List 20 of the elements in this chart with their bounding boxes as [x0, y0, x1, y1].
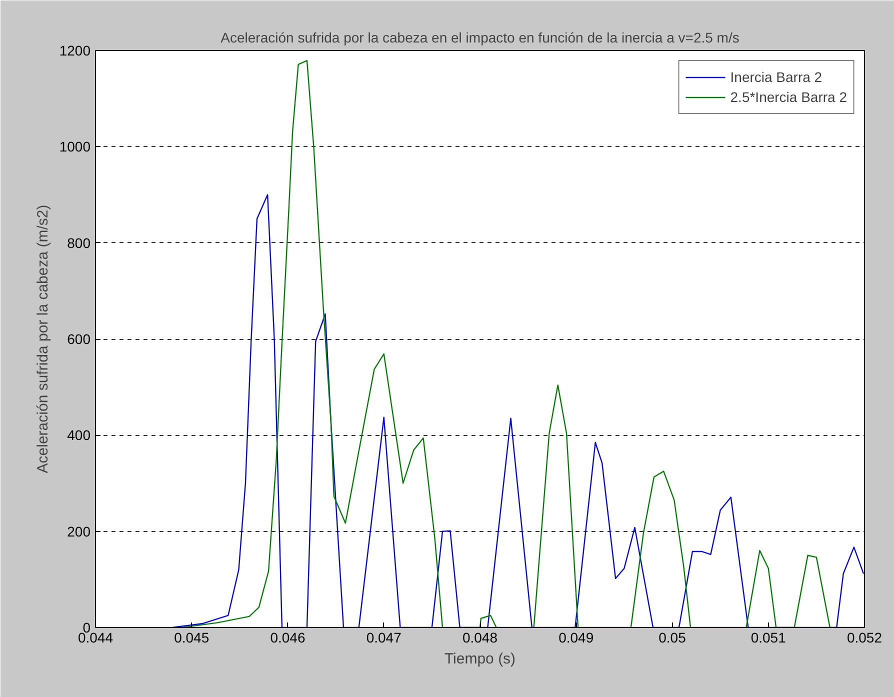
x-tick-label: 0.051	[750, 630, 786, 646]
y-tick-label: 600	[67, 331, 91, 347]
chart-title: Aceleración sufrida por la cabeza en el impacto en función de la inercia a v=2.5 m/s	[220, 30, 740, 46]
x-tick-label: 0.049	[558, 630, 594, 646]
legend-label: 2.5*Inercia Barra 2	[730, 89, 847, 105]
line-series	[172, 194, 864, 628]
x-tick-label: 0.047	[366, 630, 402, 646]
y-tick-label: 1200	[59, 42, 91, 58]
x-tick-label: 0.05	[658, 630, 686, 646]
y-axis-title: Aceleración sufrida por la cabeza (m/s2)	[34, 204, 52, 474]
y-tick-label: 1000	[59, 138, 91, 155]
x-tick-label: 0.045	[174, 630, 210, 646]
y-tick-label: 200	[67, 523, 91, 540]
x-tick-label: 0.048	[462, 630, 498, 646]
x-tick-label: 0.046	[270, 630, 306, 646]
y-tick-label: 800	[67, 234, 91, 251]
y-tick-label: 400	[67, 427, 91, 444]
x-tick-label: 0.052	[846, 630, 882, 646]
legend-label: Inercia Barra 2	[730, 69, 822, 85]
x-axis-title: Tiempo (s)	[444, 650, 516, 668]
